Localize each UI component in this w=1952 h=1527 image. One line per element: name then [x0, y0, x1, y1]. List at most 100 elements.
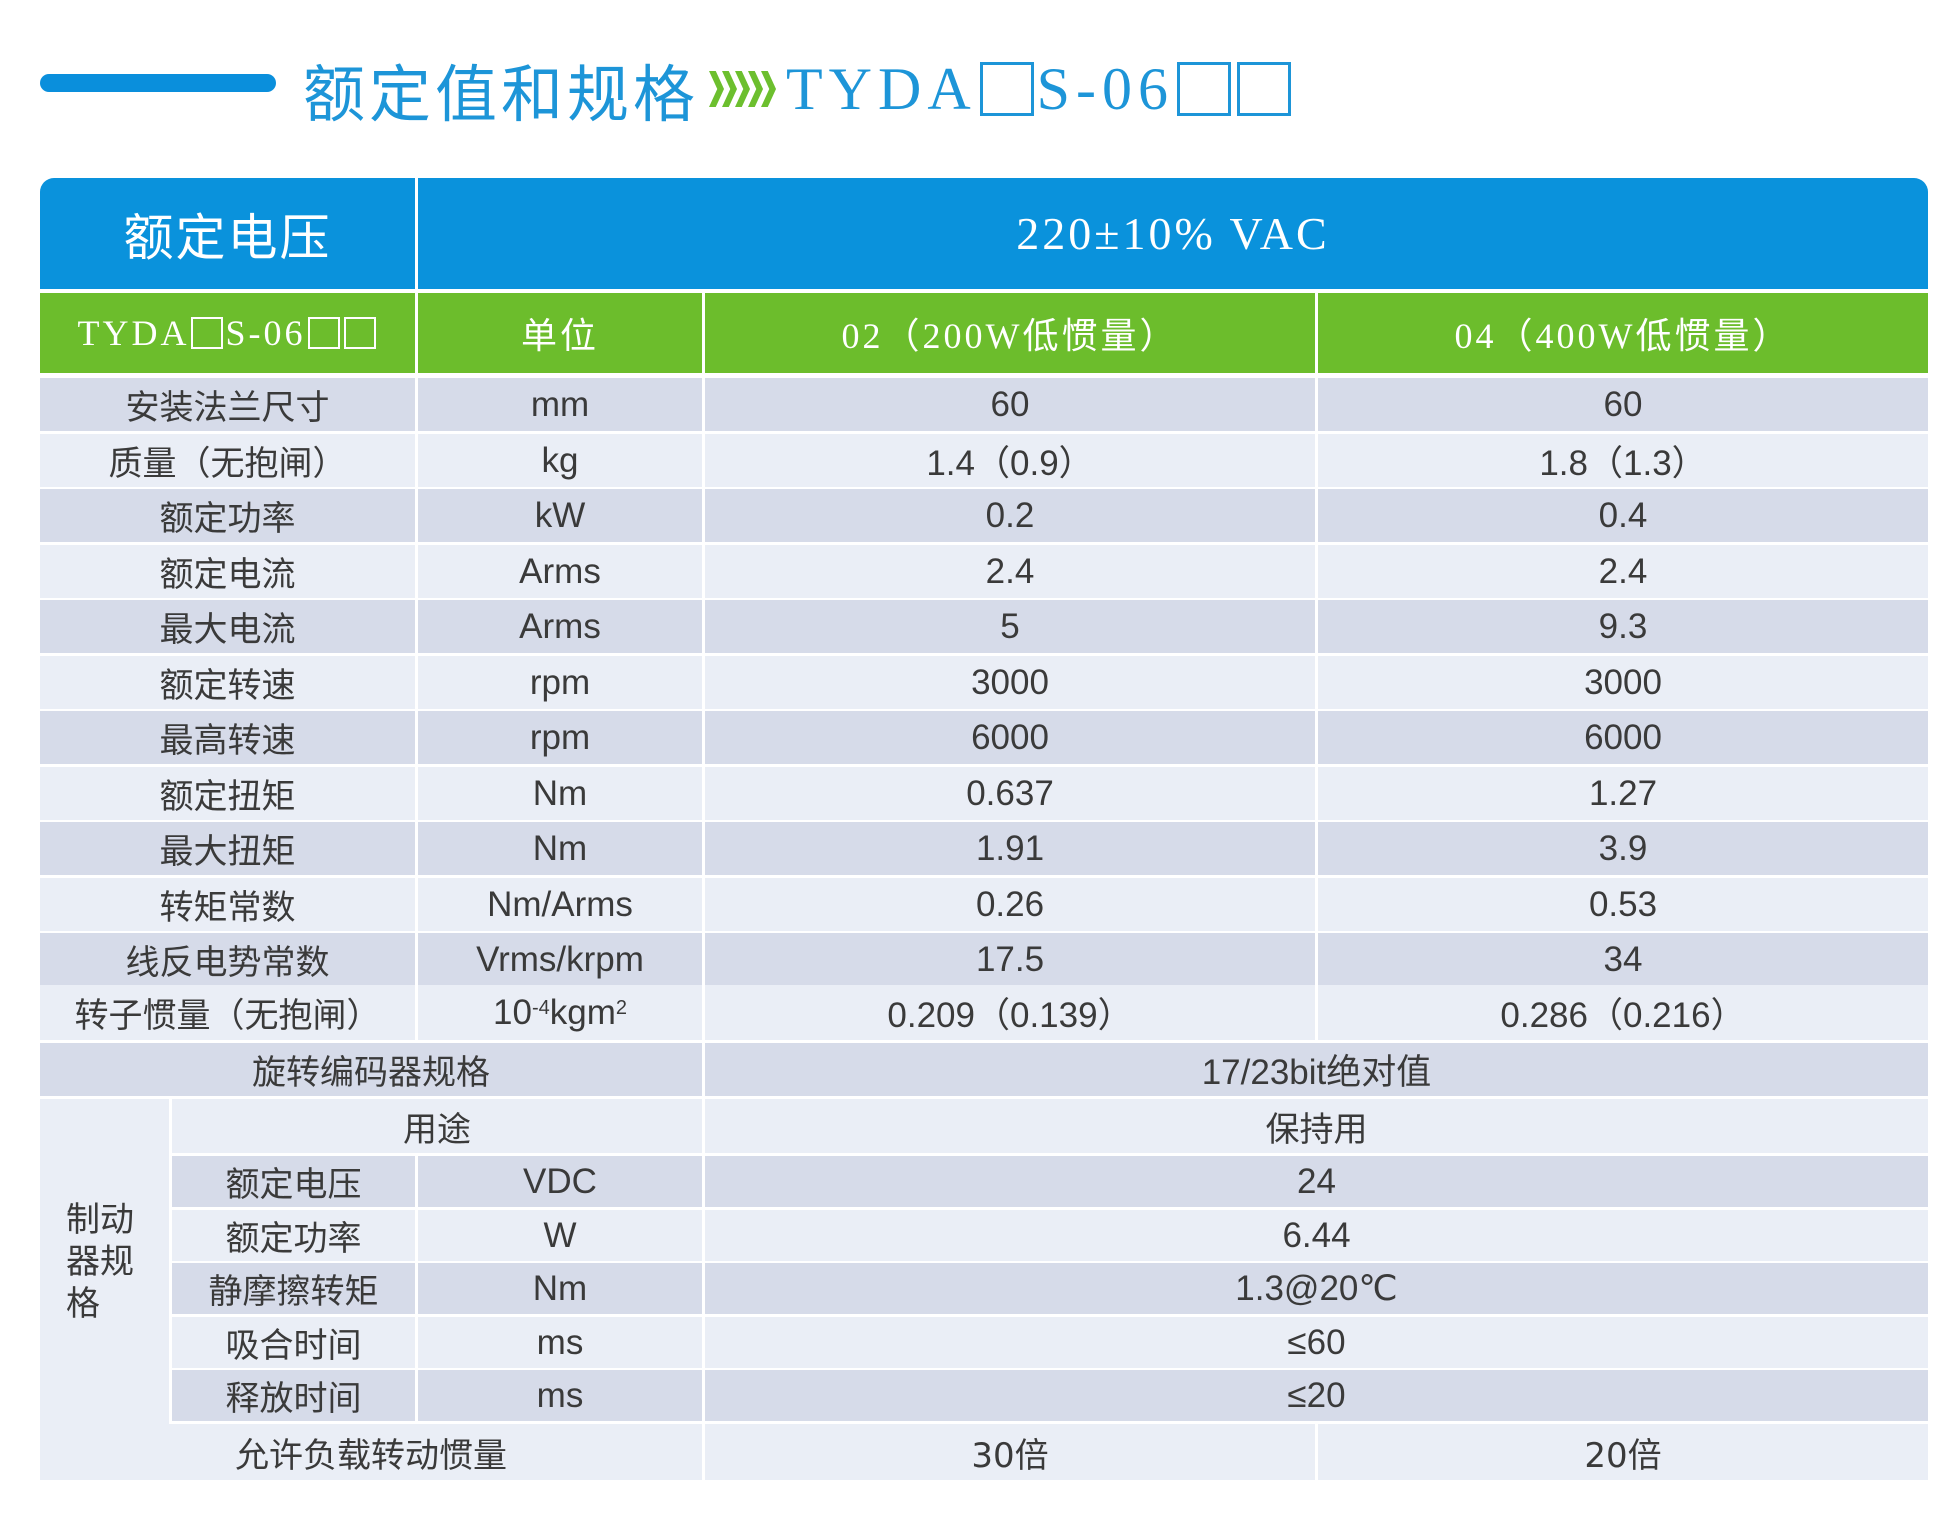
table-row-brake-use: 用途 保持用: [172, 1099, 1928, 1156]
table-row: 最大扭矩 Nm 1.91 3.9: [40, 822, 1928, 878]
row-name: 用途: [172, 1099, 705, 1153]
row-value-02: 1.91: [705, 822, 1318, 875]
row-value-04: 0.4: [1598, 495, 1648, 535]
row-value-02: 0.209（0.139）: [705, 985, 1318, 1040]
table-row: 安装法兰尺寸 mm 60 60: [40, 378, 1928, 434]
row-value-02: 30倍: [705, 1424, 1318, 1480]
voltage-value: 220±10% VAC: [1016, 208, 1330, 259]
row-unit: ms: [418, 1317, 705, 1368]
row-value-04: 34: [1603, 939, 1643, 979]
row-unit: Arms: [418, 545, 705, 598]
row-name: 额定扭矩: [40, 767, 418, 820]
row-unit: 10 -4 kgm 2: [418, 985, 705, 1040]
table-row-brake: 释放时间 ms ≤20: [172, 1370, 1928, 1424]
title-text: 额定值和规格: [303, 58, 700, 131]
row-name: 质量（无抱闸）: [40, 434, 418, 487]
row-value-04: 3000: [1584, 662, 1662, 702]
row-unit: kg: [418, 434, 705, 487]
row-name: 吸合时间: [172, 1317, 418, 1368]
chevron-arrows-icon: [709, 71, 777, 107]
table-row: 额定扭矩 Nm 0.637 1.27: [40, 767, 1928, 823]
row-name: 最大扭矩: [40, 822, 418, 875]
row-name: 最大电流: [40, 600, 418, 653]
table-row: 额定转速 rpm 3000 3000: [40, 656, 1928, 712]
model-header-row: TYDA S-06 单位 02（200W低惯量） 04（400W低惯量）: [40, 293, 1928, 373]
row-value-02: 0.26: [705, 878, 1318, 931]
row-value-04: 1.8（1.3）: [1539, 444, 1707, 483]
row-value: ≤60: [1287, 1322, 1346, 1362]
row-name: 额定功率: [172, 1210, 418, 1261]
table-row: 额定功率 kW 0.2 0.4: [40, 489, 1928, 545]
row-unit: Vrms/krpm: [418, 933, 705, 986]
row-unit: mm: [418, 378, 705, 431]
row-unit: Nm: [418, 1263, 705, 1314]
table-row-encoder: 旋转编码器规格 17/23bit绝对值: [40, 1043, 1928, 1099]
title-accent-bar: [40, 74, 276, 92]
row-unit: Nm: [418, 822, 705, 875]
row-name: 线反电势常数: [40, 933, 418, 986]
model-column-header: TYDA S-06: [40, 293, 418, 373]
table-row: 质量（无抱闸） kg 1.4（0.9） 1.8（1.3）: [40, 434, 1928, 490]
model-mid: S-06: [225, 313, 306, 353]
row-value: 24: [1297, 1161, 1336, 1201]
table-row-load-inertia: 允许负载转动惯量 30倍 20倍: [40, 1424, 1928, 1480]
row-value-04: 6000: [1584, 717, 1662, 757]
table-row-inertia: 转子惯量（无抱闸） 10 -4 kgm 2 0.209（0.139） 0.286（0.…: [40, 985, 1928, 1043]
row-unit: ms: [418, 1370, 705, 1421]
unit-column-header: 单位: [418, 293, 705, 373]
row-unit: kW: [418, 489, 705, 542]
row-unit: rpm: [418, 711, 705, 764]
row-value-04: 20倍: [1584, 1435, 1662, 1476]
row-value-02: 3000: [705, 656, 1318, 709]
table-row-brake: 额定功率 W 6.44: [172, 1210, 1928, 1264]
voltage-header-row: 额定电压 220±10% VAC: [40, 178, 1928, 289]
row-unit: VDC: [418, 1156, 705, 1207]
row-unit: rpm: [418, 656, 705, 709]
row-value: 6.44: [1282, 1215, 1351, 1255]
row-value-02: 0.2: [705, 489, 1318, 542]
placeholder-box-icon: [343, 317, 376, 349]
table-row-brake: 静摩擦转矩 Nm 1.3@20℃: [172, 1263, 1928, 1317]
row-value-04: 0.53: [1588, 884, 1658, 924]
row-value-02: 0.637: [705, 767, 1318, 820]
table-row: 最高转速 rpm 6000 6000: [40, 711, 1928, 767]
unit-mid: kgm: [549, 992, 616, 1032]
table-row-brake: 额定电压 VDC 24: [172, 1156, 1928, 1210]
table-row-brake: 吸合时间 ms ≤60: [172, 1317, 1928, 1371]
placeholder-box-icon: [191, 317, 224, 349]
brake-group-label: 制动器规格: [66, 1200, 134, 1324]
row-value-02: 1.4（0.9）: [705, 434, 1318, 487]
table-row: 额定电流 Arms 2.4 2.4: [40, 545, 1928, 601]
placeholder-box-icon: [307, 317, 340, 349]
row-unit: Arms: [418, 600, 705, 653]
row-value-04: 9.3: [1598, 606, 1648, 646]
row-name: 释放时间: [172, 1370, 418, 1421]
row-value-04: 2.4: [1598, 551, 1648, 591]
col-04-header: 04（400W低惯量）: [1454, 316, 1792, 356]
unit-exponent: -4: [531, 997, 550, 1019]
row-name: 转矩常数: [40, 878, 418, 931]
title-model-prefix: TYDA: [786, 55, 977, 122]
row-name: 静摩擦转矩: [172, 1263, 418, 1314]
row-value: ≤20: [1287, 1375, 1346, 1415]
row-value-02: 60: [705, 378, 1318, 431]
row-value-02: 5: [705, 600, 1318, 653]
row-name: 转子惯量（无抱闸）: [40, 985, 418, 1040]
table-row: 转矩常数 Nm/Arms 0.26 0.53: [40, 878, 1928, 934]
row-name: 额定转速: [40, 656, 418, 709]
unit-exponent-2: 2: [615, 997, 627, 1019]
row-name: 额定电压: [172, 1156, 418, 1207]
row-name: 旋转编码器规格: [40, 1043, 705, 1096]
row-value-04: 0.286（0.216）: [1500, 996, 1746, 1035]
model-prefix: TYDA: [77, 313, 190, 353]
row-unit: Nm: [418, 767, 705, 820]
row-unit: Nm/Arms: [418, 878, 705, 931]
table-row: 线反电势常数 Vrms/krpm 17.5 34: [40, 933, 1928, 989]
row-value: 保持用: [1265, 1109, 1368, 1150]
row-name: 允许负载转动惯量: [40, 1424, 705, 1480]
row-value-04: 1.27: [1588, 773, 1658, 813]
row-value-04: 3.9: [1598, 828, 1648, 868]
row-value-04: 60: [1603, 384, 1643, 424]
row-name: 最高转速: [40, 711, 418, 764]
row-name: 额定功率: [40, 489, 418, 542]
